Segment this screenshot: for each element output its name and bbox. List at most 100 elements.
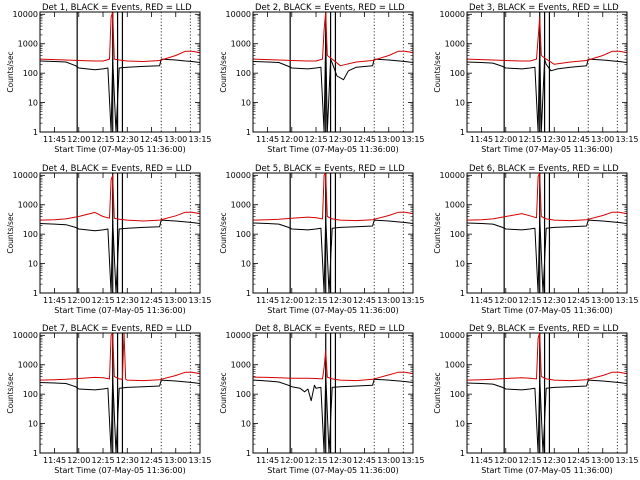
y-tick-label: 1 <box>460 289 465 298</box>
y-tick-label: 10 <box>241 259 251 268</box>
y-tick-label: 1000 <box>445 40 465 49</box>
y-tick-label: 100 <box>236 390 251 399</box>
x-tick-label: 12:30 <box>116 135 139 144</box>
x-tick-label: 13:00 <box>164 135 187 144</box>
x-tick-label: 12:45 <box>567 296 590 305</box>
series-lld-line <box>39 11 201 62</box>
x-tick-label: 11:45 <box>256 456 279 465</box>
panel-det-3: Det 3, BLACK = Events, RED = LLD 1 10 100 10… <box>433 3 639 154</box>
x-axis-label: Start Time (07-May-05 11:36:00) <box>54 466 185 475</box>
y-axis-label: Counts/sec <box>433 51 442 92</box>
y-tick-label: 10000 <box>226 171 251 180</box>
x-tick-label: 13:15 <box>401 296 424 305</box>
panel-title: Det 9, BLACK = Events, RED = LLD <box>469 324 619 334</box>
panel-det-2: Det 2, BLACK = Events, RED = LLD 1 10 100 10… <box>219 3 425 154</box>
x-tick-label: 13:15 <box>615 456 638 465</box>
panel-title: Det 2, BLACK = Events, RED = LLD <box>255 3 405 13</box>
x-tick-label: 13:00 <box>164 296 187 305</box>
x-tick-label: 12:30 <box>116 456 139 465</box>
x-tick-label: 12:15 <box>518 296 541 305</box>
y-tick-label: 10 <box>455 259 465 268</box>
plot-frame <box>466 332 628 454</box>
plot-frame <box>252 172 414 294</box>
series-lld-line <box>252 350 414 382</box>
x-tick-label: 13:00 <box>164 456 187 465</box>
y-tick-label: 1 <box>246 289 251 298</box>
x-tick-label: 12:00 <box>494 456 517 465</box>
x-axis-label: Start Time (07-May-05 11:36:00) <box>54 145 185 154</box>
x-tick-label: 13:00 <box>377 135 400 144</box>
plot-frame <box>39 11 201 133</box>
panel-det-1: Det 1, BLACK = Events, RED = LLD 1 10 100 10… <box>6 3 212 154</box>
y-tick-label: 10000 <box>13 331 38 340</box>
x-tick-label: 11:45 <box>470 135 493 144</box>
panel-det-9: Det 9, BLACK = Events, RED = LLD 1 10 100 10… <box>433 324 639 475</box>
plot-frame <box>252 11 414 133</box>
panel-title: Det 5, BLACK = Events, RED = LLD <box>255 164 405 174</box>
x-tick-label: 12:00 <box>67 296 90 305</box>
series-lld-line <box>466 16 628 65</box>
x-tick-label: 12:15 <box>304 135 327 144</box>
y-tick-label: 100 <box>236 230 251 239</box>
y-tick-label: 10000 <box>440 171 465 180</box>
x-axis-label: Start Time (07-May-05 11:36:00) <box>481 466 612 475</box>
panel-det-5: Det 5, BLACK = Events, RED = LLD 1 10 100 10… <box>219 164 425 315</box>
y-tick-label: 1000 <box>231 201 251 210</box>
x-tick-label: 12:15 <box>304 456 327 465</box>
y-tick-label: 10 <box>455 419 465 428</box>
y-tick-label: 10000 <box>226 10 251 19</box>
x-tick-label: 12:30 <box>329 456 352 465</box>
y-tick-label: 10000 <box>440 10 465 19</box>
y-tick-label: 1000 <box>445 361 465 370</box>
panel-title: Det 1, BLACK = Events, RED = LLD <box>42 3 192 13</box>
y-tick-label: 100 <box>450 69 465 78</box>
y-tick-label: 10000 <box>13 10 38 19</box>
y-tick-label: 100 <box>236 69 251 78</box>
x-tick-label: 13:15 <box>615 296 638 305</box>
x-tick-label: 13:15 <box>615 135 638 144</box>
x-tick-label: 12:30 <box>116 296 139 305</box>
y-tick-label: 1 <box>33 128 38 137</box>
x-tick-label: 11:45 <box>470 296 493 305</box>
plot-frame <box>466 11 628 133</box>
x-tick-label: 13:15 <box>188 296 211 305</box>
x-tick-label: 12:00 <box>67 456 90 465</box>
x-tick-label: 12:15 <box>304 296 327 305</box>
x-tick-label: 11:45 <box>43 456 66 465</box>
plot-frame <box>39 172 201 294</box>
y-tick-label: 100 <box>450 230 465 239</box>
y-tick-label: 1 <box>246 449 251 458</box>
y-tick-label: 1000 <box>231 40 251 49</box>
x-axis-label: Start Time (07-May-05 11:36:00) <box>54 306 185 315</box>
panel-det-6: Det 6, BLACK = Events, RED = LLD 1 10 100 10… <box>433 164 639 315</box>
x-tick-label: 12:45 <box>567 456 590 465</box>
x-axis-label: Start Time (07-May-05 11:36:00) <box>481 306 612 315</box>
x-tick-label: 12:30 <box>329 135 352 144</box>
series-events-line <box>39 58 201 133</box>
y-tick-label: 1 <box>460 128 465 137</box>
y-tick-label: 1000 <box>18 361 38 370</box>
x-tick-label: 11:45 <box>256 135 279 144</box>
panel-title: Det 6, BLACK = Events, RED = LLD <box>469 164 619 174</box>
panel-title: Det 3, BLACK = Events, RED = LLD <box>469 3 619 13</box>
x-axis-label: Start Time (07-May-05 11:36:00) <box>481 145 612 154</box>
x-tick-label: 12:30 <box>543 296 566 305</box>
x-tick-label: 11:45 <box>43 296 66 305</box>
y-tick-label: 10000 <box>440 331 465 340</box>
series-events-line <box>252 34 414 133</box>
y-tick-label: 10 <box>28 98 38 107</box>
x-tick-label: 12:45 <box>353 456 376 465</box>
x-tick-label: 12:00 <box>280 135 303 144</box>
y-axis-label: Counts/sec <box>433 372 442 413</box>
x-tick-label: 12:00 <box>67 135 90 144</box>
series-events-line <box>466 216 628 294</box>
x-tick-label: 12:15 <box>518 135 541 144</box>
y-axis-label: Counts/sec <box>219 51 228 92</box>
y-tick-label: 1 <box>460 449 465 458</box>
x-tick-label: 12:45 <box>567 135 590 144</box>
x-tick-label: 13:00 <box>591 456 614 465</box>
y-tick-label: 10 <box>28 419 38 428</box>
y-axis-label: Counts/sec <box>6 372 15 413</box>
x-tick-label: 12:45 <box>353 135 376 144</box>
panel-title: Det 7, BLACK = Events, RED = LLD <box>42 324 192 334</box>
